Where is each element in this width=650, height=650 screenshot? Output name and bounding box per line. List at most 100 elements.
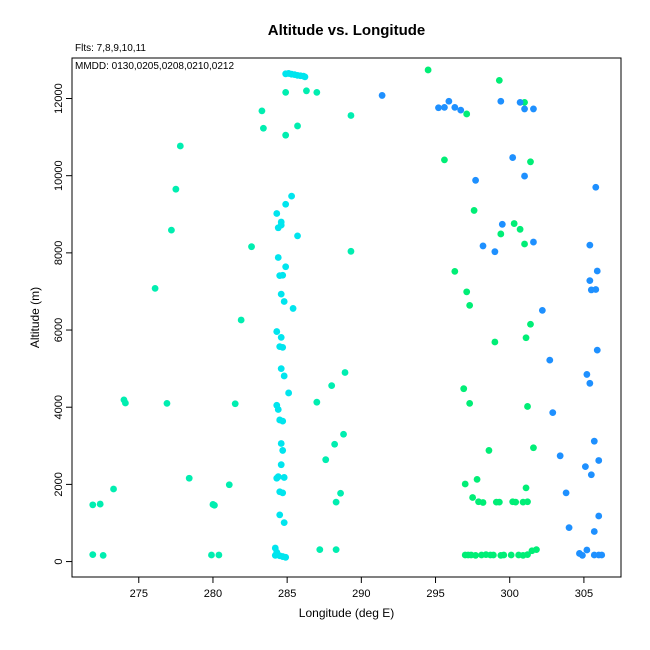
data-point xyxy=(282,88,290,96)
data-point xyxy=(516,225,524,233)
data-point xyxy=(587,471,595,479)
data-point xyxy=(347,112,355,119)
data-point xyxy=(280,474,288,481)
data-point xyxy=(498,220,506,228)
data-point xyxy=(489,551,497,559)
data-point xyxy=(497,97,505,105)
data-point xyxy=(586,241,594,249)
data-point xyxy=(510,220,518,227)
data-point xyxy=(521,172,528,180)
y-axis: 0 2000 4000 6000 8000 10000 12000 xyxy=(53,83,72,565)
x-tick-label: 300 xyxy=(501,588,519,600)
data-point xyxy=(280,519,288,526)
x-tick-label: 275 xyxy=(130,588,148,600)
data-points xyxy=(89,66,606,561)
data-point xyxy=(277,440,285,447)
data-point xyxy=(491,338,499,346)
data-point xyxy=(260,124,267,132)
data-point xyxy=(211,501,218,509)
data-point xyxy=(274,406,282,413)
data-point xyxy=(469,494,477,501)
data-point xyxy=(282,200,290,208)
data-point xyxy=(378,92,386,99)
chart-title: Altitude vs. Longitude xyxy=(268,22,426,39)
data-point xyxy=(461,480,469,488)
data-point xyxy=(273,328,281,335)
data-point xyxy=(524,551,531,559)
data-point xyxy=(562,489,570,497)
y-tick-label: 4000 xyxy=(53,395,65,419)
data-point xyxy=(347,247,355,255)
data-point xyxy=(274,473,282,481)
data-point xyxy=(208,551,215,559)
data-point xyxy=(491,248,499,256)
data-point xyxy=(583,371,591,378)
data-point xyxy=(276,511,284,519)
data-point xyxy=(512,498,520,506)
data-point xyxy=(495,498,503,506)
data-point xyxy=(99,551,107,559)
data-point xyxy=(294,232,301,240)
x-tick-label: 290 xyxy=(352,588,370,600)
data-point xyxy=(331,440,339,448)
data-point xyxy=(472,551,479,559)
data-point xyxy=(277,290,285,298)
data-point xyxy=(277,333,285,341)
y-tick-label: 0 xyxy=(53,559,65,565)
data-point xyxy=(522,334,530,342)
data-point xyxy=(470,207,478,214)
data-point xyxy=(592,183,600,191)
data-point xyxy=(463,110,471,118)
data-point xyxy=(185,474,193,482)
data-point xyxy=(110,485,117,493)
data-point xyxy=(258,107,266,115)
data-point xyxy=(303,87,310,95)
data-point xyxy=(96,500,104,508)
data-point xyxy=(530,444,537,452)
data-point xyxy=(176,142,184,150)
data-point xyxy=(279,417,287,425)
data-point xyxy=(521,240,528,248)
data-point xyxy=(424,66,432,74)
data-point xyxy=(479,499,487,506)
data-point xyxy=(497,230,505,238)
data-point xyxy=(289,305,297,312)
data-point xyxy=(507,551,515,559)
data-point xyxy=(271,551,279,559)
data-point xyxy=(583,546,591,554)
y-tick-label: 6000 xyxy=(53,318,65,342)
data-point xyxy=(441,103,448,111)
data-point xyxy=(466,399,474,407)
data-point xyxy=(274,224,282,232)
data-point xyxy=(316,546,324,554)
y-tick-label: 2000 xyxy=(53,472,65,496)
y-tick-label: 10000 xyxy=(53,160,65,191)
data-point xyxy=(521,105,528,113)
data-point xyxy=(538,306,546,314)
data-point xyxy=(533,546,540,554)
data-point xyxy=(466,301,474,309)
data-point xyxy=(463,288,471,296)
data-point xyxy=(586,277,594,285)
data-point xyxy=(593,346,601,354)
data-point xyxy=(473,475,481,483)
data-point xyxy=(231,400,239,408)
data-point xyxy=(586,379,594,387)
y-tick-label: 12000 xyxy=(53,83,65,114)
data-point xyxy=(215,551,223,559)
data-point xyxy=(273,210,281,217)
data-point xyxy=(524,403,531,410)
data-point xyxy=(282,263,290,271)
data-point xyxy=(579,551,586,559)
data-point xyxy=(595,512,603,520)
data-point xyxy=(460,385,468,393)
data-point xyxy=(598,551,606,559)
data-point xyxy=(595,457,603,464)
data-point xyxy=(546,356,554,364)
data-point xyxy=(522,484,530,492)
data-point xyxy=(279,271,287,279)
flights-annotation: Flts: 7,8,9,10,11 xyxy=(75,43,146,54)
x-axis-label: Longitude (deg E) xyxy=(299,606,394,620)
data-point xyxy=(593,267,601,275)
